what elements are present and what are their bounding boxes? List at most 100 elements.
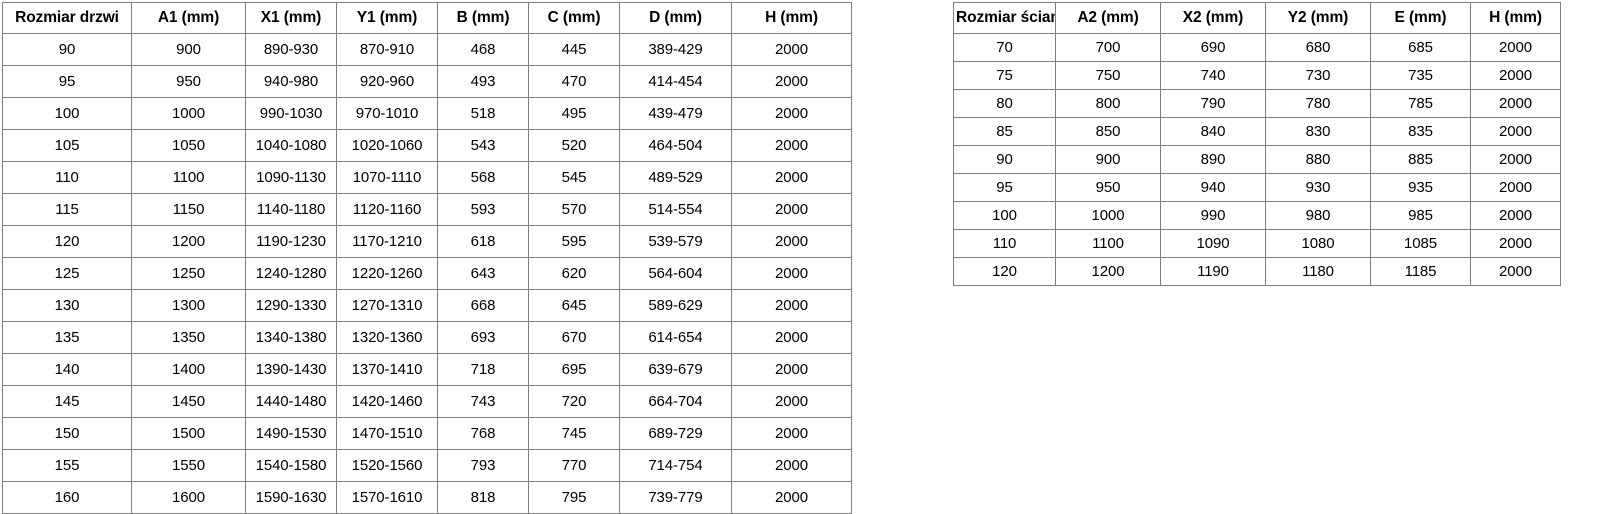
- walls-table-row: 80 800 790 780 785 2000: [953, 89, 1561, 118]
- doors-table-cell: 1000: [131, 97, 246, 130]
- doors-table-cell: 1040-1080: [245, 129, 337, 162]
- doors-table-cell: 595: [528, 225, 620, 258]
- doors-table-cell: 1420-1460: [336, 385, 438, 418]
- doors-table-cell: 2000: [731, 97, 852, 130]
- walls-table-cell: 690: [1160, 33, 1266, 62]
- doors-column-header-6: D (mm): [619, 2, 732, 34]
- doors-table-cell: 1320-1360: [336, 321, 438, 354]
- walls-column-header-3: Y2 (mm): [1265, 2, 1371, 34]
- doors-table-cell: 620: [528, 257, 620, 290]
- doors-table-cell: 1550: [131, 449, 246, 482]
- doors-table-cell: 1350: [131, 321, 246, 354]
- doors-table-cell: 110: [2, 161, 132, 194]
- doors-table-container: Rozmiar drzwi A1 (mm) X1 (mm) Y1 (mm) B (mm)…: [2, 2, 852, 514]
- doors-table-cell: 990-1030: [245, 97, 337, 130]
- doors-table-cell: 2000: [731, 193, 852, 226]
- doors-table-cell: 1490-1530: [245, 417, 337, 450]
- doors-table-cell: 1600: [131, 481, 246, 514]
- doors-table-row: 150 1500 1490-1530 1470-1510 768 745 689-729 20…: [2, 417, 852, 450]
- doors-table-cell: 645: [528, 289, 620, 322]
- walls-table-cell: 900: [1055, 145, 1161, 174]
- doors-table-cell: 2000: [731, 225, 852, 258]
- doors-table-cell: 1450: [131, 385, 246, 418]
- doors-table-row: 95 950 940-980 920-960 493 470 414-454 2000: [2, 65, 852, 98]
- walls-table-body: 70 700 690 680 685 2000 75 750 740 730 735 2000 80 80…: [953, 33, 1561, 286]
- walls-table-row: 100 1000 990 980 985 2000: [953, 201, 1561, 230]
- walls-table-row: 95 950 940 930 935 2000: [953, 173, 1561, 202]
- doors-table-cell: 1440-1480: [245, 385, 337, 418]
- doors-table-cell: 520: [528, 129, 620, 162]
- doors-table-cell: 2000: [731, 417, 852, 450]
- doors-table-cell: 693: [437, 321, 529, 354]
- doors-table-cell: 130: [2, 289, 132, 322]
- doors-table-cell: 940-980: [245, 65, 337, 98]
- doors-table-cell: 1250: [131, 257, 246, 290]
- walls-table-cell: 2000: [1470, 257, 1561, 286]
- doors-table-row: 90 900 890-930 870-910 468 445 389-429 2000: [2, 33, 852, 66]
- doors-table-cell: 1200: [131, 225, 246, 258]
- walls-table-cell: 2000: [1470, 117, 1561, 146]
- doors-table-cell: 2000: [731, 161, 852, 194]
- doors-table-cell: 468: [437, 33, 529, 66]
- doors-table-cell: 570: [528, 193, 620, 226]
- walls-table-cell: 1100: [1055, 229, 1161, 258]
- doors-table-cell: 2000: [731, 353, 852, 386]
- doors-table-cell: 890-930: [245, 33, 337, 66]
- doors-table-cell: 1190-1230: [245, 225, 337, 258]
- doors-table-cell: 445: [528, 33, 620, 66]
- doors-table-cell: 970-1010: [336, 97, 438, 130]
- doors-table-cell: 695: [528, 353, 620, 386]
- walls-table-cell: 780: [1265, 89, 1371, 118]
- doors-table-row: 135 1350 1340-1380 1320-1360 693 670 614-654 20…: [2, 321, 852, 354]
- walls-table-cell: 735: [1370, 61, 1471, 90]
- doors-table-cell: 1050: [131, 129, 246, 162]
- doors-table-head: Rozmiar drzwi A1 (mm) X1 (mm) Y1 (mm) B (mm)…: [2, 2, 852, 34]
- walls-table-cell: 1085: [1370, 229, 1471, 258]
- walls-table-cell: 70: [953, 33, 1056, 62]
- doors-table-cell: 100: [2, 97, 132, 130]
- doors-table-row: 140 1400 1390-1430 1370-1410 718 695 639-679 20…: [2, 353, 852, 386]
- doors-table-cell: 568: [437, 161, 529, 194]
- doors-table-cell: 539-579: [619, 225, 732, 258]
- walls-table-cell: 800: [1055, 89, 1161, 118]
- doors-table-cell: 545: [528, 161, 620, 194]
- doors-table-cell: 514-554: [619, 193, 732, 226]
- walls-table-cell: 85: [953, 117, 1056, 146]
- walls-header-row: Rozmiar ściankiA2 (mm)X2 (mm)Y2 (mm)E (m…: [953, 2, 1561, 34]
- doors-table-cell: 614-654: [619, 321, 732, 354]
- doors-table-cell: 1020-1060: [336, 129, 438, 162]
- doors-table-cell: 643: [437, 257, 529, 290]
- doors-table-cell: 795: [528, 481, 620, 514]
- doors-table-cell: 900: [131, 33, 246, 66]
- walls-table-cell: 2000: [1470, 229, 1561, 258]
- doors-table-cell: 1150: [131, 193, 246, 226]
- doors-table-cell: 1140-1180: [245, 193, 337, 226]
- doors-table-cell: 1340-1380: [245, 321, 337, 354]
- doors-table-cell: 1570-1610: [336, 481, 438, 514]
- walls-table-row: 85 850 840 830 835 2000: [953, 117, 1561, 146]
- walls-table-cell: 750: [1055, 61, 1161, 90]
- doors-table-row: 100 1000 990-1030 970-1010 518 495 439-479 2000: [2, 97, 852, 130]
- walls-table-cell: 110: [953, 229, 1056, 258]
- walls-table-cell: 885: [1370, 145, 1471, 174]
- doors-table-row: 130 1300 1290-1330 1270-1310 668 645 589-629 20…: [2, 289, 852, 322]
- doors-table-cell: 1170-1210: [336, 225, 438, 258]
- doors-table-cell: 489-529: [619, 161, 732, 194]
- doors-column-header-4: B (mm): [437, 2, 529, 34]
- walls-table-row: 70 700 690 680 685 2000: [953, 33, 1561, 62]
- doors-table-cell: 564-604: [619, 257, 732, 290]
- doors-table-cell: 414-454: [619, 65, 732, 98]
- doors-specification-table: Rozmiar drzwi A1 (mm) X1 (mm) Y1 (mm) B (mm)…: [2, 2, 852, 514]
- doors-table-cell: 2000: [731, 33, 852, 66]
- doors-table-cell: 120: [2, 225, 132, 258]
- doors-table-cell: 464-504: [619, 129, 732, 162]
- doors-table-cell: 2000: [731, 65, 852, 98]
- walls-table-cell: 1000: [1055, 201, 1161, 230]
- walls-table-cell: 1200: [1055, 257, 1161, 286]
- doors-table-cell: 2000: [731, 129, 852, 162]
- doors-table-cell: 1270-1310: [336, 289, 438, 322]
- doors-table-cell: 743: [437, 385, 529, 418]
- walls-table-cell: 990: [1160, 201, 1266, 230]
- walls-table-cell: 785: [1370, 89, 1471, 118]
